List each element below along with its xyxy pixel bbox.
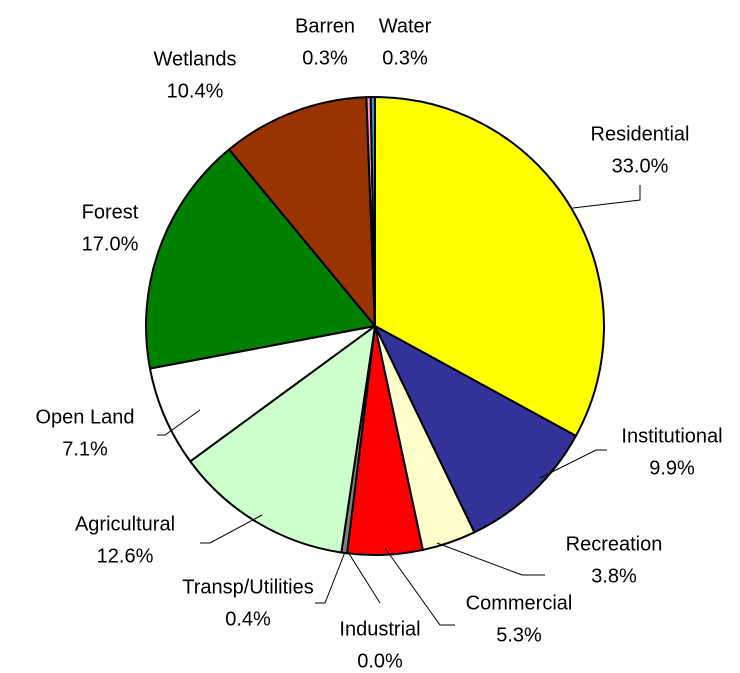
leader-line xyxy=(200,514,263,544)
pie-slice xyxy=(228,96,376,327)
leader-line xyxy=(347,551,381,604)
slice-label: Recreation xyxy=(566,533,663,555)
pie-slice xyxy=(145,148,376,370)
slice-value: 10.4% xyxy=(167,80,224,102)
leader-line xyxy=(539,449,607,479)
leader-line xyxy=(384,547,455,626)
slice-label: Commercial xyxy=(466,592,573,614)
slice-label: Residential xyxy=(591,123,690,145)
slice-label: Open Land xyxy=(36,406,135,428)
slice-value: 0.0% xyxy=(357,650,403,672)
leader-line xyxy=(315,551,346,604)
slice-value: 12.6% xyxy=(97,545,154,567)
pie-slice xyxy=(189,325,376,554)
slice-value: 0.3% xyxy=(382,47,428,69)
slice-value: 9.9% xyxy=(649,457,695,479)
slice-value: 33.0% xyxy=(612,155,669,177)
pie-slice xyxy=(148,325,376,463)
slice-label: Institutional xyxy=(621,425,722,447)
slice-label: Agricultural xyxy=(75,513,175,535)
slice-label: Wetlands xyxy=(153,48,236,70)
pie-slice xyxy=(369,96,376,327)
pie-slice xyxy=(374,96,605,437)
slice-label: Barren xyxy=(295,15,355,37)
slice-value: 5.3% xyxy=(496,624,542,646)
leader-line xyxy=(436,542,545,576)
slice-value: 0.3% xyxy=(302,47,348,69)
pie-slice xyxy=(374,325,577,534)
slice-label: Forest xyxy=(82,201,139,223)
leader-line xyxy=(157,409,201,436)
slice-value: 17.0% xyxy=(82,233,139,255)
slice-label: Transp/Utilities xyxy=(182,576,314,598)
leader-line xyxy=(572,185,641,209)
slice-value: 0.4% xyxy=(225,608,271,630)
slice-value: 3.8% xyxy=(591,565,637,587)
slice-label: Water xyxy=(379,15,432,37)
slice-label: Industrial xyxy=(339,618,420,640)
slice-value: 7.1% xyxy=(62,438,108,460)
